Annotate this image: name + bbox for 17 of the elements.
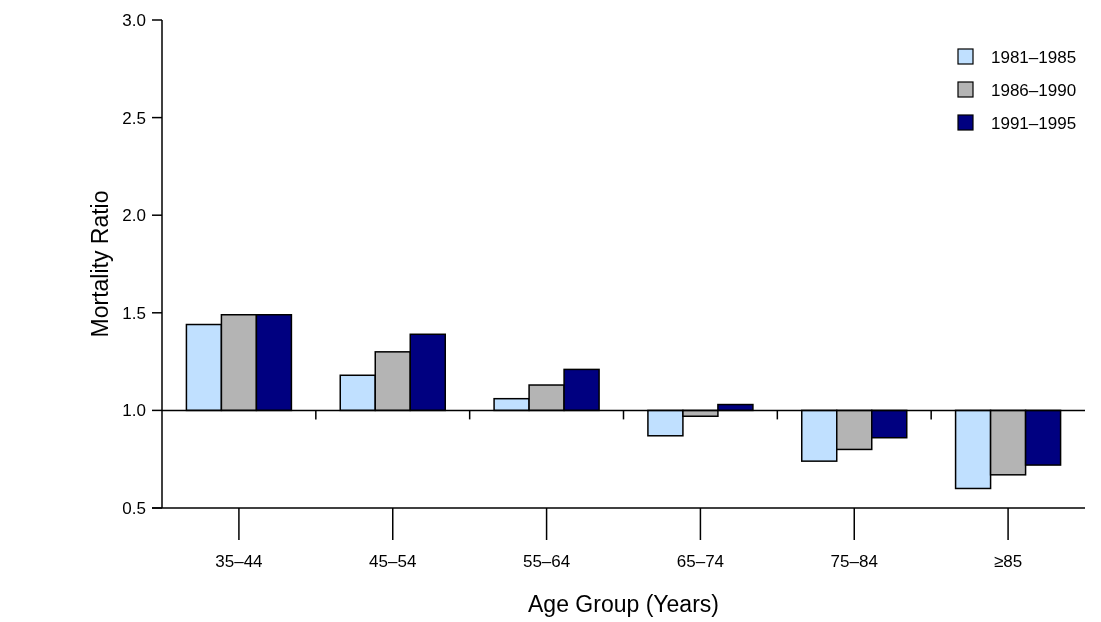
y-tick-label: 1.5: [122, 303, 146, 323]
x-tick-label: 45–54: [369, 552, 417, 571]
x-tick-label: 35–44: [215, 552, 263, 571]
y-tick-label: 2.5: [122, 108, 146, 128]
x-axis-title: Age Group (Years): [528, 591, 719, 617]
legend-label: 1986–1990: [991, 80, 1077, 100]
x-tick-label: 55–64: [522, 552, 571, 571]
x-tick-label: ≥85: [993, 552, 1023, 571]
y-tick-label: 3.0: [122, 10, 146, 30]
legend-label: 1981–1985: [991, 47, 1077, 67]
legend-label: 1991–1995: [991, 113, 1077, 133]
x-tick-label: 65–74: [676, 552, 725, 571]
y-tick-label: 2.0: [122, 206, 146, 226]
x-tick-label: 75–84: [830, 552, 878, 571]
y-tick-label: 0.5: [122, 498, 146, 518]
y-tick-label: 1.0: [122, 401, 146, 421]
y-axis-title: Mortality Ratio: [87, 190, 114, 338]
